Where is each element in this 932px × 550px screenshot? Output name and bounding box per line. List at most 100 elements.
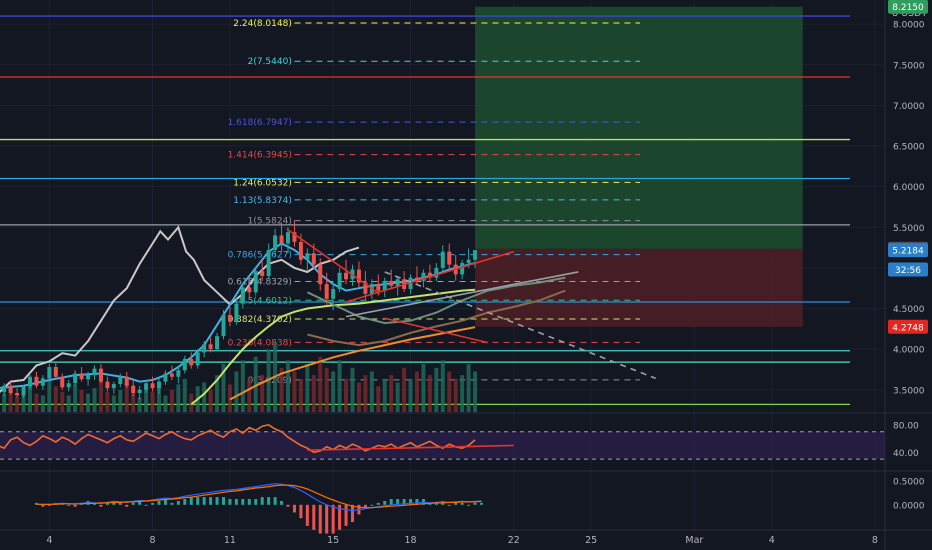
volume-bar [111, 395, 116, 412]
candle-body [73, 373, 78, 384]
macd-histogram-bar [157, 500, 161, 505]
volume-bar [408, 378, 413, 412]
candle-body [324, 284, 329, 299]
volume-bar [79, 389, 84, 412]
candle-body [182, 358, 187, 371]
volume-bar [260, 375, 265, 412]
volume-bar [124, 382, 129, 412]
volume-bar [389, 375, 394, 412]
candle-body [221, 315, 226, 337]
candle-body [21, 386, 26, 396]
volume-bar [247, 378, 252, 412]
volume-bar [144, 386, 149, 412]
time-tick-label: 8 [150, 535, 156, 546]
price-tick-label: 7.5000 [893, 61, 925, 71]
volume-bar [356, 382, 361, 412]
candle-body [66, 383, 71, 388]
rsi-trendline [307, 444, 514, 452]
macd-histogram-bar [280, 500, 284, 505]
trendlines [286, 228, 656, 380]
price-badge-label: 5.2184 [892, 247, 924, 257]
fib-level-label: 0.618(4.8329) [228, 277, 292, 287]
candle-body [2, 385, 7, 393]
macd-histogram-bar [447, 504, 451, 506]
macd-histogram-bar [41, 504, 45, 507]
price-badge-label: 32:56 [895, 266, 921, 276]
macd-histogram-bar [473, 502, 477, 505]
volume-bar [240, 360, 245, 412]
candle-body [105, 381, 110, 389]
macd-histogram-bar [363, 504, 367, 509]
macd-histogram-bar [183, 499, 187, 505]
fib-level-label: 1.24(6.0532) [233, 178, 292, 188]
candle-body [189, 358, 194, 366]
volume-bar [176, 384, 181, 412]
macd-histogram-bar [247, 499, 251, 505]
candle-body [344, 272, 349, 280]
macd-histogram-bar [370, 504, 374, 506]
fib-level-label: 1.618(6.7947) [228, 118, 292, 128]
macd-histogram-bar [209, 497, 213, 505]
candle-body [234, 303, 239, 322]
candle-body [79, 373, 84, 380]
candle-body [421, 272, 426, 281]
macd-histogram-bar [312, 504, 316, 530]
candle-body [137, 389, 142, 394]
price-badge-label: 4.2748 [892, 323, 924, 333]
macd-histogram-bar [415, 499, 419, 505]
moving-averages [0, 225, 566, 406]
time-axis-ticks: 4 8 11 15 18 22 25 Mar 4 8 [46, 535, 878, 546]
candle-body [118, 376, 123, 385]
volume-bar [47, 378, 52, 412]
volume-bar [53, 386, 58, 412]
candle-body [292, 232, 297, 242]
price-tick-label: 6.5000 [893, 143, 925, 153]
candle-body [28, 376, 32, 387]
macd-histogram-bar [260, 497, 264, 505]
rsi-tick-label: 80.00 [893, 421, 919, 431]
macd-histogram-bar [215, 497, 219, 505]
candle-body [427, 272, 432, 278]
price-tick-label: 6.0000 [893, 183, 925, 193]
position-zones [475, 6, 803, 327]
candle-body [434, 267, 439, 278]
macd-line [36, 483, 482, 512]
volume-bar [182, 378, 187, 412]
volume-bar [189, 393, 194, 412]
candle-body [266, 250, 271, 277]
candle-body [273, 235, 278, 251]
macd-histogram-bar [138, 500, 142, 505]
volume-bar [460, 375, 465, 412]
macd-histogram-bar [144, 504, 148, 506]
fib-level-label: 1.414(6.3945) [228, 151, 292, 161]
price-badge-label: 8.2150 [892, 3, 924, 13]
candle-body [86, 375, 91, 380]
volume-bar [8, 388, 13, 412]
time-tick-label: 25 [585, 535, 597, 546]
rsi-tick-label: 40.00 [893, 449, 919, 459]
macd-histogram-bar [241, 499, 245, 505]
macd-histogram-bar [67, 504, 71, 506]
volume-bar [234, 371, 239, 412]
price-tick-label: 3.5000 [893, 386, 925, 396]
macd-histogram-bar [376, 502, 380, 505]
volume-bar [118, 389, 123, 412]
volume-bar [202, 382, 207, 412]
fib-level-label: 1(5.5824) [248, 217, 292, 227]
volume-bar [337, 360, 342, 412]
macd-histogram-bar [299, 504, 303, 519]
macd-histogram-bar [151, 502, 155, 505]
macd-histogram-bar [254, 499, 258, 505]
macd-histogram-bar [389, 499, 393, 505]
volume-bar [292, 371, 297, 412]
volume-bar [92, 388, 97, 412]
price-badge [888, 262, 928, 277]
volume-bar [60, 391, 65, 412]
candle-body [460, 263, 465, 275]
volume-bar [150, 391, 155, 412]
macd-tick-label: 0.5000 [893, 477, 925, 487]
rsi-pane: 80.00 40.00 [0, 421, 919, 460]
price-tick-label: 4.5000 [893, 305, 925, 315]
candle-body [47, 367, 52, 379]
